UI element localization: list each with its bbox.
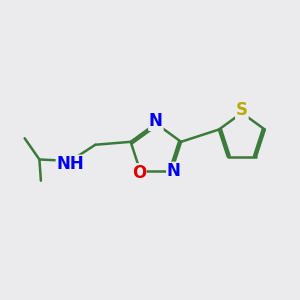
Text: NH: NH	[56, 155, 84, 173]
Text: S: S	[236, 101, 248, 119]
Text: N: N	[167, 162, 181, 180]
Text: N: N	[149, 112, 163, 130]
Text: O: O	[132, 164, 146, 182]
